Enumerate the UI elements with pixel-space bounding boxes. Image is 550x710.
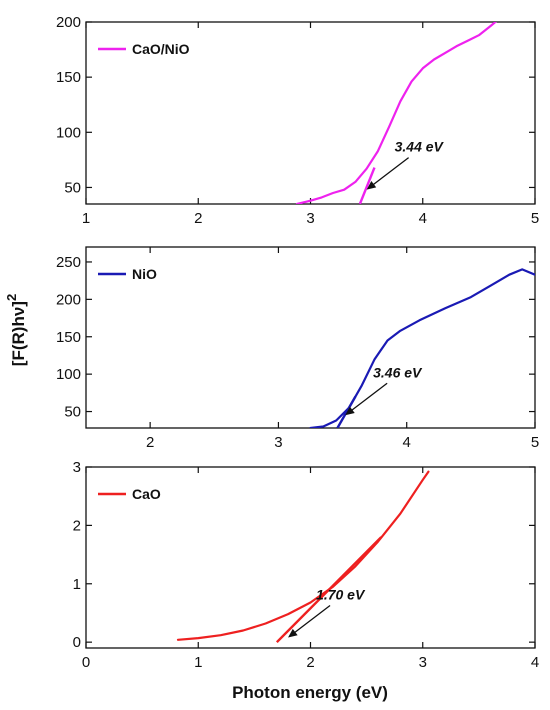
x-tick-label: 2 [194,210,202,227]
series-line [309,268,535,428]
panel-cao-nio: 1 2 3 4 5 50 100 150 200 CaO/NiO 3.44 eV [56,14,539,227]
series-line [176,470,430,641]
annotation-arrow-line [348,382,388,413]
annotation-label: 3.46 eV [373,364,423,380]
series-line [295,22,498,204]
y-tick-label: 2 [73,517,81,534]
x-tick-label: 4 [419,210,427,227]
annotation-label: 3.44 eV [395,139,445,155]
panel-cao: 0 1 2 3 4 0 1 2 3 CaO 1.70 eV [73,459,540,671]
annotation-label: 1.70 eV [316,586,366,602]
y-tick-label: 100 [56,124,81,141]
y-tick-label: 250 [56,254,81,271]
annotation-arrow-head [345,406,355,416]
y-tick-label: 3 [73,459,81,476]
x-tick-label: 5 [531,434,539,451]
y-axis-title-superscript: 2 [4,294,19,301]
x-tick-label: 1 [82,210,90,227]
y-tick-label: 50 [64,179,81,196]
x-axis-title: Photon energy (eV) [232,683,388,702]
y-tick-label: 0 [73,634,81,651]
y-tick-label: 150 [56,329,81,346]
annotation-arrow-line [370,157,410,188]
x-tick-label: 2 [146,434,154,451]
x-tick-label: 3 [274,434,282,451]
y-tick-label: 50 [64,404,81,421]
tangent-line [336,395,357,428]
y-tick-label: 100 [56,366,81,383]
tangent-line [358,167,376,204]
x-tick-label: 1 [194,654,202,671]
legend-label: CaO/NiO [132,41,190,57]
y-axis-title-base: [F(R)hν] [9,301,28,366]
panel-nio: 2 3 4 5 50 100 150 200 250 NiO 3.46 eV [56,246,539,451]
x-tick-label: 4 [403,434,411,451]
y-tick-label: 1 [73,576,81,593]
x-tick-label: 4 [531,654,539,671]
x-tick-label: 0 [82,654,90,671]
annotation-arrow-head [366,181,377,190]
x-tick-label: 3 [419,654,427,671]
y-tick-label: 200 [56,291,81,308]
plot-area [309,268,535,428]
legend-label: NiO [132,266,157,282]
plot-area [295,22,498,204]
tangent-line [275,536,383,644]
y-tick-label: 150 [56,69,81,86]
x-tick-label: 3 [306,210,314,227]
x-tick-label: 5 [531,210,539,227]
plot-area [176,470,430,644]
y-tick-label: 200 [56,14,81,31]
annotation-arrow-line [291,604,331,636]
annotation-arrow-head [288,628,298,638]
legend-label: CaO [132,486,161,502]
y-axis-title: [F(R)hν]2 [4,294,28,366]
x-tick-label: 2 [306,654,314,671]
